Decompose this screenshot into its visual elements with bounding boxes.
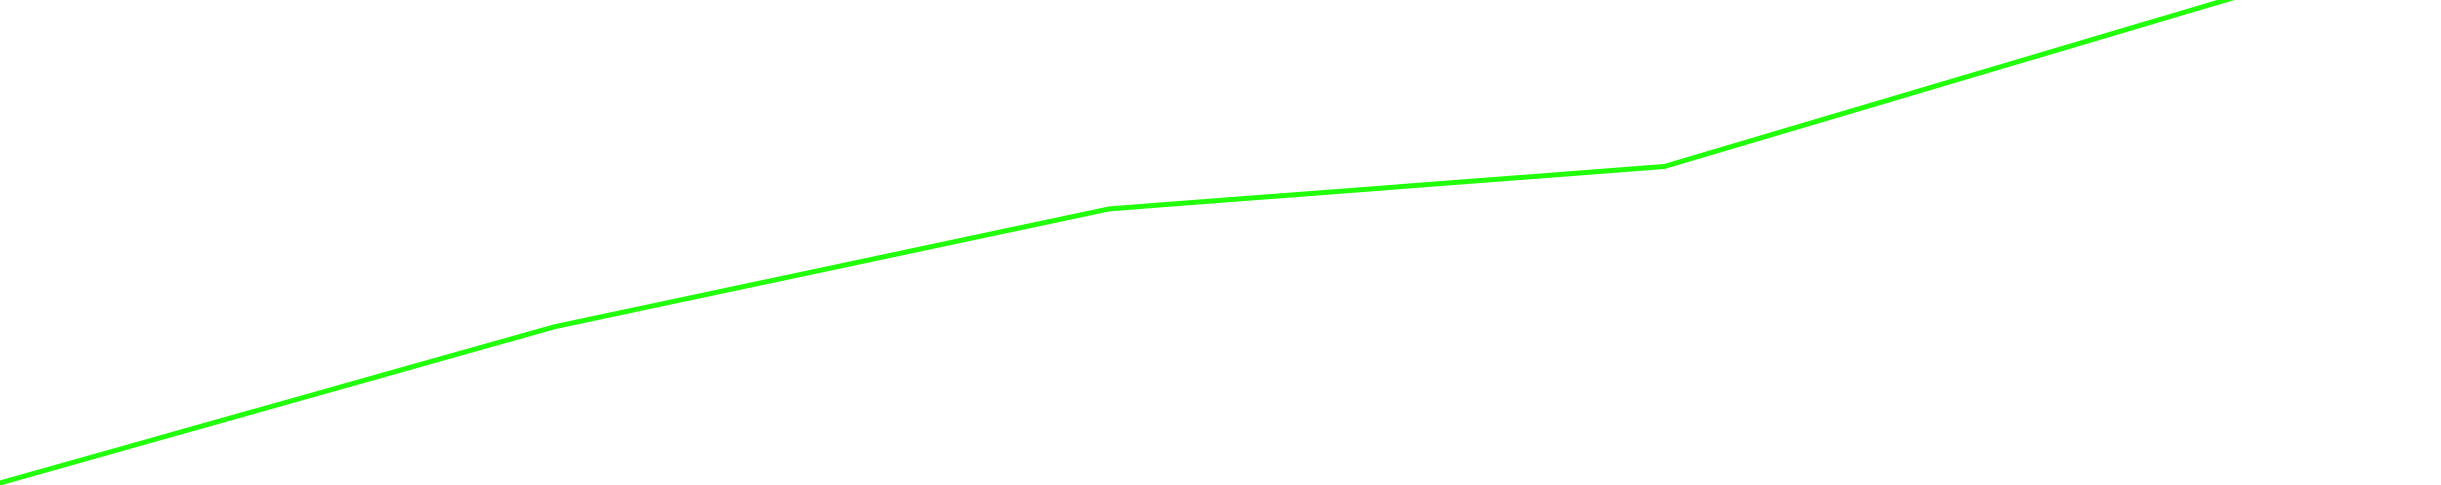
series-layer [0,0,2235,485]
line-chart [0,0,2235,485]
series-line-0 [0,0,2235,485]
line-chart-svg [0,0,2235,485]
